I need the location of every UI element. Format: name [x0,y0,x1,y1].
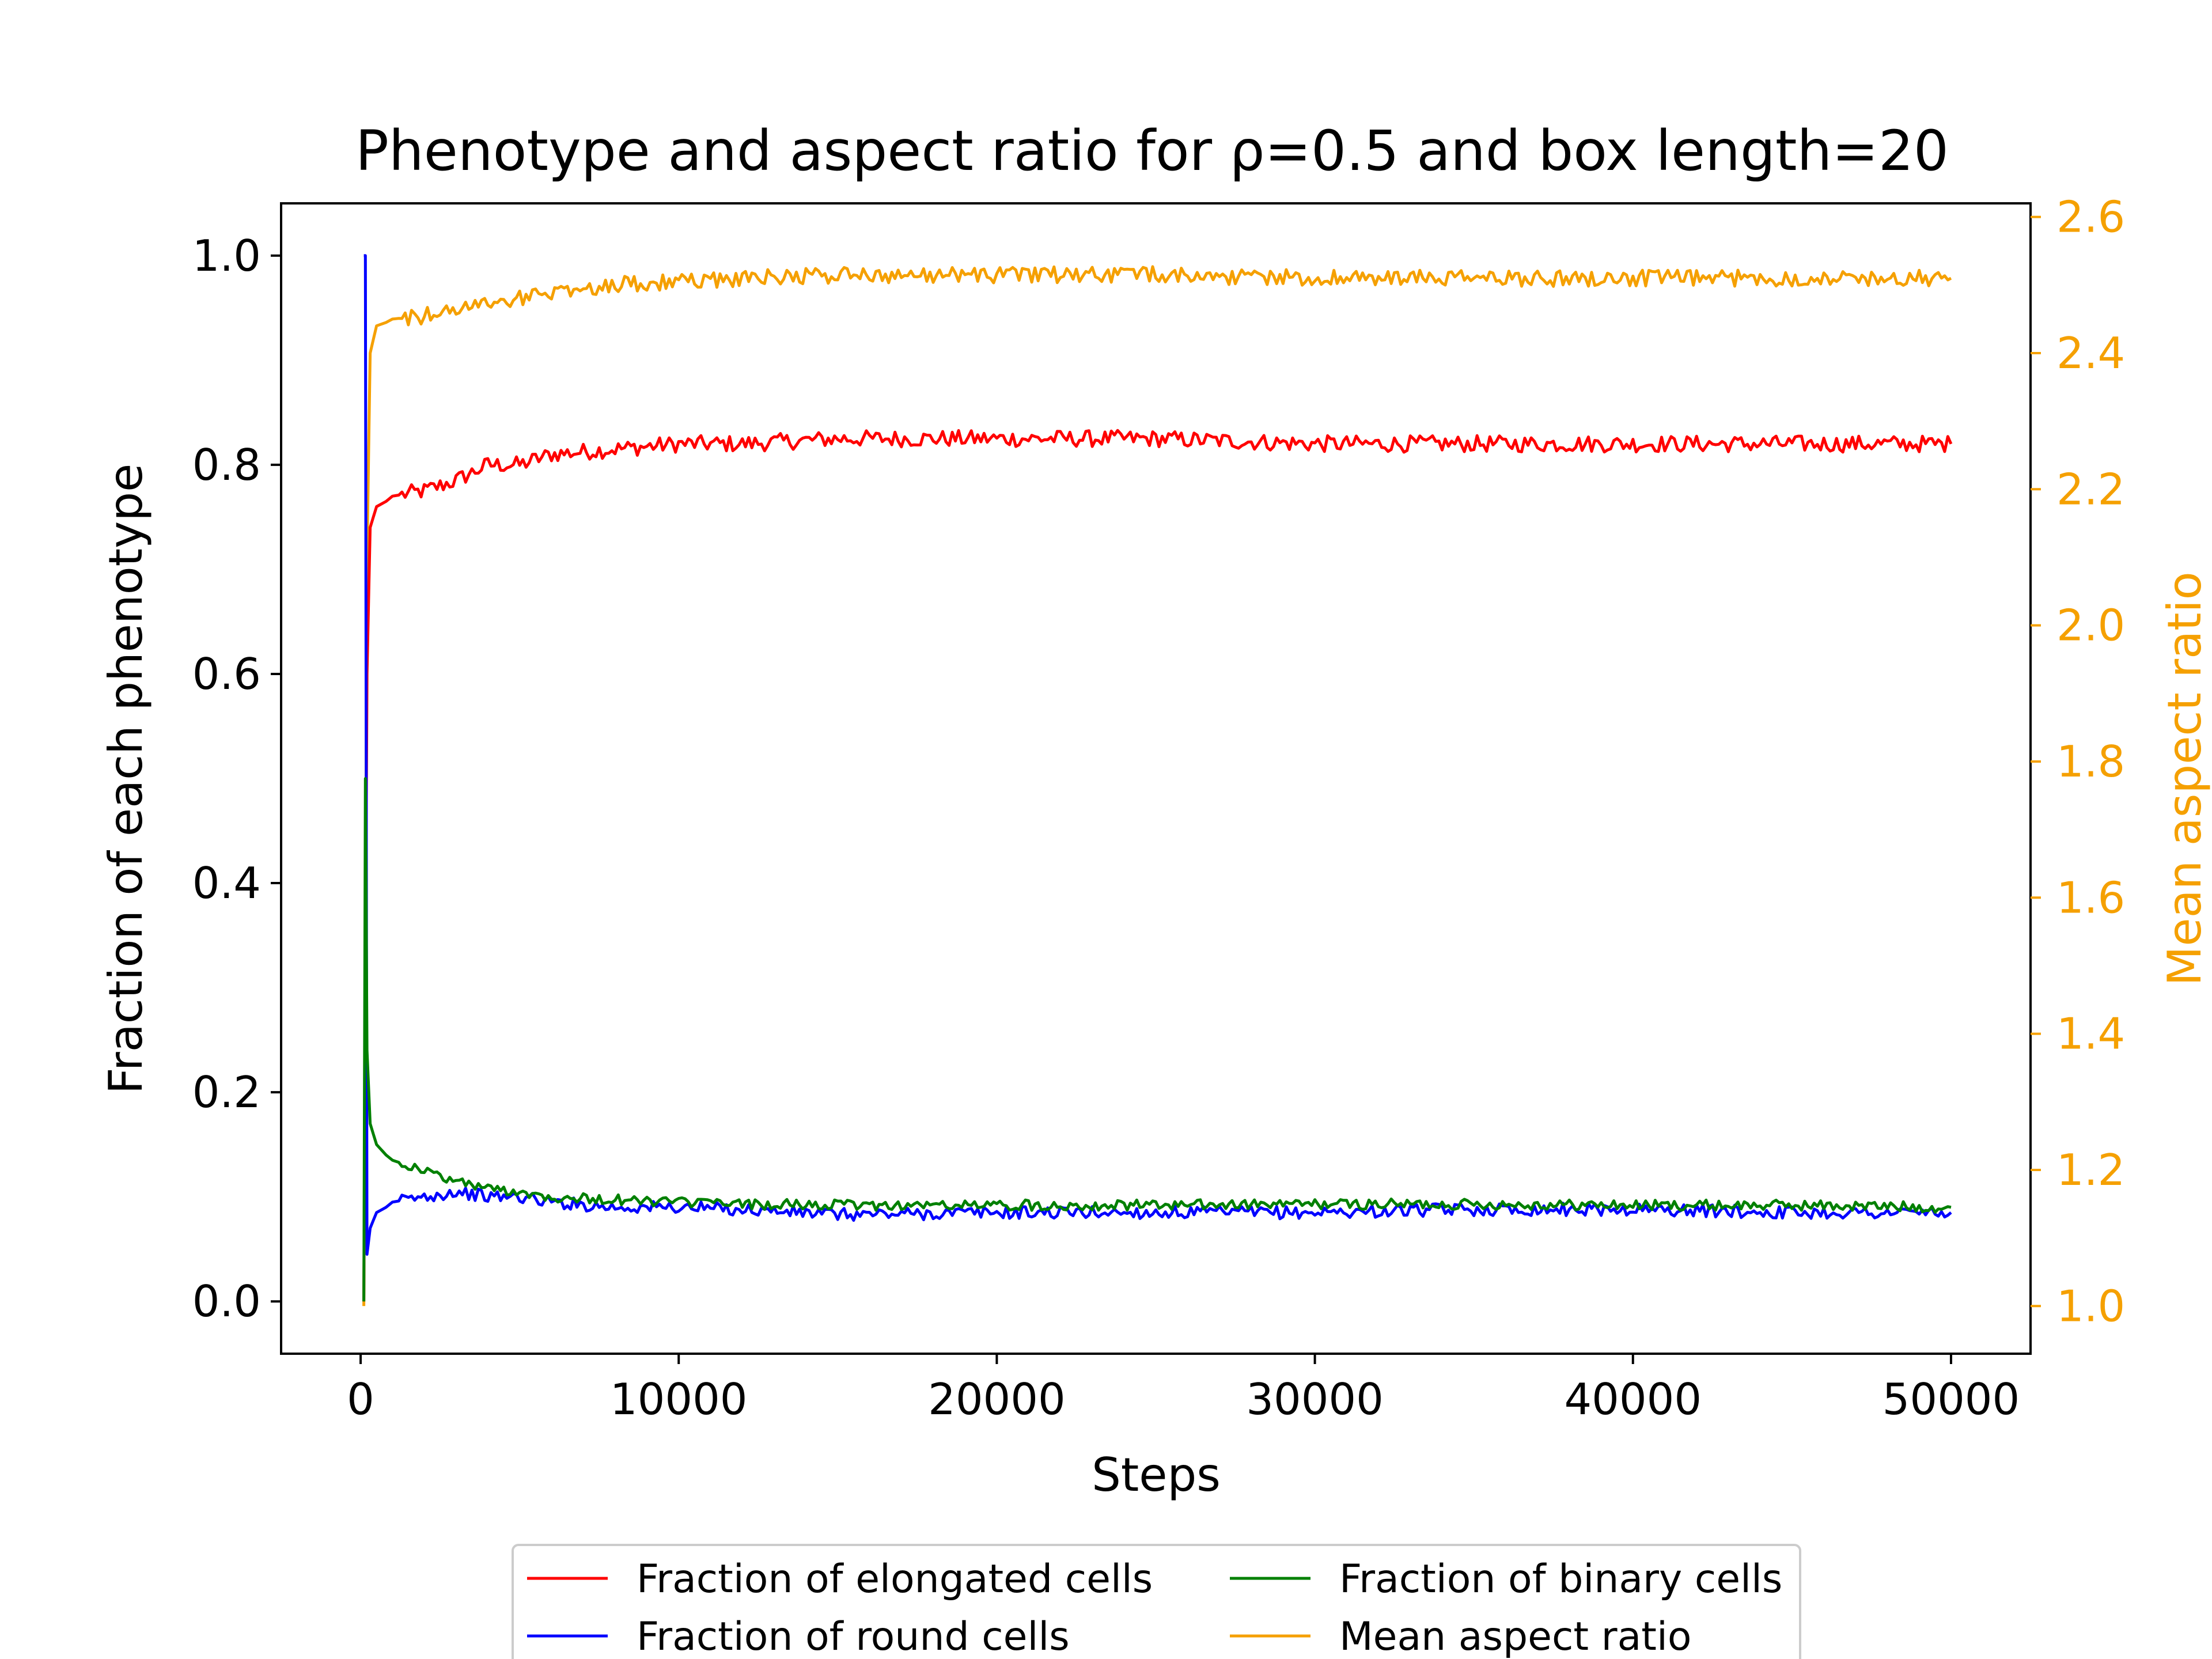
y-axis-left: 0.0 0.2 0.4 0.6 0.8 1.0 [192,230,281,1327]
y-axis-right: 1.0 1.2 1.4 1.6 1.8 2.0 2.2 2.4 2.6 [2031,192,2125,1331]
series-line-fraction-of-binary-cells [362,777,1952,1302]
plot-frame [280,202,2032,1355]
y-tick-label: 1.0 [192,230,261,281]
y-right-tick-label: 2.6 [2056,192,2125,243]
x-tick-label: 0 [347,1374,374,1425]
series-line-mean-aspect-ratio [362,265,1952,1306]
plot-area [280,202,2032,1355]
legend-box [512,1544,1801,1659]
legend-label-aspect: Mean aspect ratio [1339,1614,1691,1659]
series-line-fraction-of-round-cells [363,254,1952,1256]
series-layer [362,254,1953,1306]
y-tick-label: 0.0 [192,1276,261,1327]
y-right-tick-label: 2.0 [2056,600,2125,651]
y-right-tick-label: 2.2 [2056,464,2125,514]
x-tick-label: 50000 [1883,1374,2020,1425]
y-right-tick-label: 1.2 [2056,1145,2125,1195]
x-tick-label: 30000 [1246,1374,1384,1425]
series-line-fraction-of-elongated-cells [362,429,1953,1302]
y-right-tick-label: 1.0 [2056,1281,2125,1331]
y-right-tick-label: 1.4 [2056,1009,2125,1059]
y-right-tick-label: 1.8 [2056,736,2125,787]
x-tick-label: 40000 [1564,1374,1702,1425]
y-axis-right-label: Mean aspect ratio [2158,571,2211,986]
y-tick-label: 0.2 [192,1067,261,1118]
legend: Fraction of elongated cells Fraction of … [512,1544,1801,1659]
y-tick-label: 0.6 [192,649,261,699]
x-tick-label: 20000 [928,1374,1066,1425]
x-axis: 0 10000 20000 30000 40000 50000 [347,1354,2020,1425]
legend-label-round: Fraction of round cells [637,1614,1070,1659]
legend-label-elongated: Fraction of elongated cells [637,1556,1153,1602]
y-tick-label: 0.8 [192,440,261,490]
y-axis-left-label: Fraction of each phenotype [99,464,153,1094]
x-axis-label: Steps [1092,1448,1221,1502]
chart-title: Phenotype and aspect ratio for ρ=0.5 and… [355,119,1949,183]
legend-label-binary: Fraction of binary cells [1339,1556,1782,1602]
y-right-tick-label: 2.4 [2056,328,2125,378]
x-tick-label: 10000 [610,1374,748,1425]
y-tick-label: 0.4 [192,858,261,908]
y-right-tick-label: 1.6 [2056,872,2125,923]
